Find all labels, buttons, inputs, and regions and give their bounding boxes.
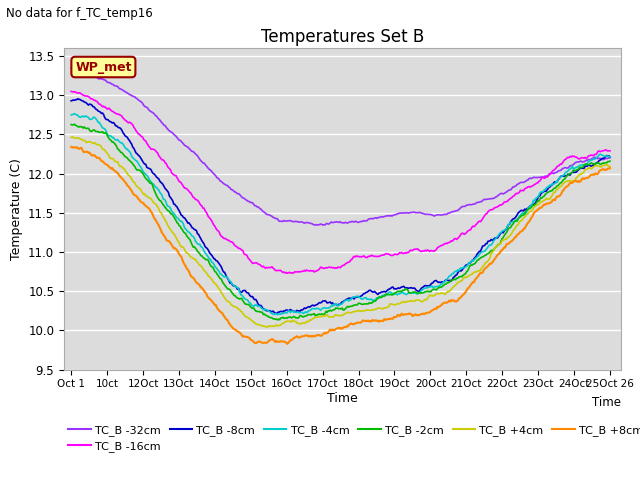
Title: Temperatures Set B: Temperatures Set B	[260, 28, 424, 47]
Y-axis label: Temperature (C): Temperature (C)	[10, 158, 22, 260]
Text: Time: Time	[592, 396, 621, 409]
Text: WP_met: WP_met	[75, 60, 132, 73]
X-axis label: Time: Time	[327, 392, 358, 405]
Legend: TC_B -32cm, TC_B -16cm, TC_B -8cm, TC_B -4cm, TC_B -2cm, TC_B +4cm, TC_B +8cm: TC_B -32cm, TC_B -16cm, TC_B -8cm, TC_B …	[64, 420, 640, 456]
Text: No data for f_TC_temp16: No data for f_TC_temp16	[6, 7, 153, 20]
